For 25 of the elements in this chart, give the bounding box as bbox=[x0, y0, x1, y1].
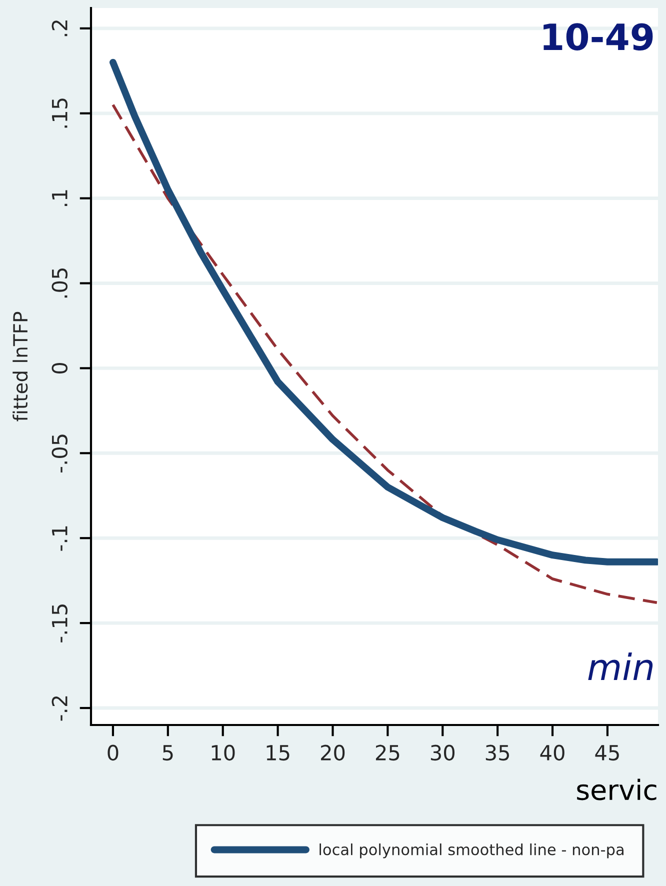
x-tick-label: 25 bbox=[376, 744, 400, 761]
y-tick-label: .1 bbox=[52, 190, 68, 206]
y-tick-label: 0 bbox=[52, 362, 68, 374]
x-tick-label: 45 bbox=[595, 745, 619, 761]
annotation: min bbox=[588, 652, 653, 680]
x-tick-label: 35 bbox=[486, 744, 510, 761]
y-tick-label: -.2 bbox=[52, 696, 68, 721]
x-axis-title: servic bbox=[577, 778, 656, 800]
x-tick-label: 20 bbox=[321, 744, 345, 761]
text: local polynomial smoothed line - non-pa bbox=[320, 843, 624, 858]
x-tick-label: 40 bbox=[540, 744, 564, 761]
x-tick-label: 10 bbox=[212, 744, 235, 761]
line-series bbox=[112, 103, 658, 604]
y-tick-label: -.05 bbox=[52, 434, 68, 472]
x-tick-label: 5 bbox=[162, 745, 173, 761]
y-axis-title: fitted lnTFP bbox=[12, 312, 28, 422]
chart-title: 10-49 bbox=[544, 23, 653, 50]
y-tick-label: .15 bbox=[52, 98, 68, 128]
x-tick-label: 0 bbox=[108, 744, 118, 761]
y-tick-label: -.15 bbox=[52, 604, 68, 642]
y-tick-label: .05 bbox=[52, 268, 68, 298]
y-tick-label: .2 bbox=[52, 20, 68, 36]
x-tick-label: 15 bbox=[266, 745, 290, 761]
x-tick-label: 30 bbox=[430, 744, 454, 761]
y-tick-label: -.1 bbox=[52, 526, 68, 551]
